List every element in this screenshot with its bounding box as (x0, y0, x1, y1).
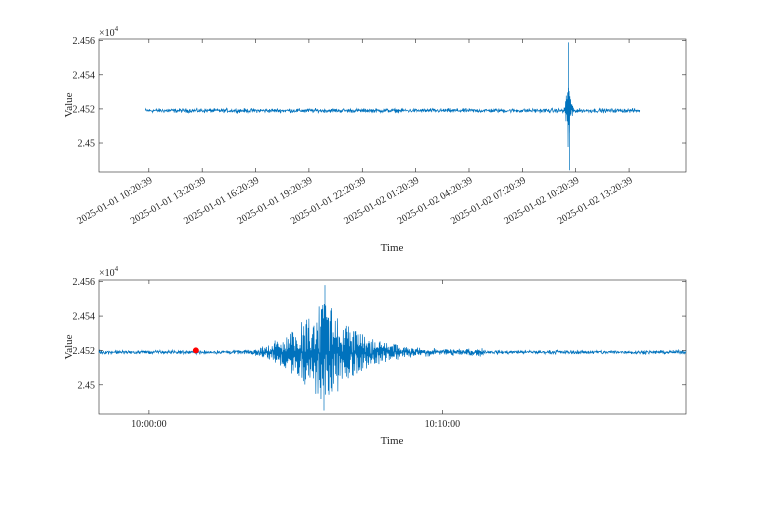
overview-y-multiplier-exponent: 4 (115, 25, 119, 33)
overview-y-tick-label: 2.452 (73, 104, 96, 115)
overview-y-multiplier: ×104 (99, 25, 119, 39)
overview-y-tick-label: 2.454 (73, 70, 96, 81)
zoom-y-multiplier-base: ×10 (99, 268, 115, 279)
overview-y-tick-label: 2.45 (78, 139, 96, 150)
overview-y-axis-label: Value (63, 92, 75, 117)
overview-series-group (144, 42, 641, 171)
zoom-y-tick-label: 2.452 (73, 346, 96, 357)
zoom-y-tick-label: 2.45 (78, 380, 96, 391)
zoom-x-tick-label: 10:10:00 (425, 419, 461, 430)
zoom-x-ticks: 10:00:00 10:10:00 (131, 280, 460, 430)
zoom-x-axis-label: Time (381, 435, 404, 447)
zoom-chart: 2.45 2.452 2.454 2.456 10:00:00 10:10:00 ×10… (63, 265, 687, 447)
zoom-x-tick-label: 10:00:00 (131, 419, 167, 430)
zoom-y-ticks: 2.45 2.452 2.454 2.456 (73, 277, 686, 391)
zoom-y-tick-label: 2.454 (73, 312, 96, 323)
overview-y-ticks: 2.45 2.452 2.454 2.456 (73, 36, 686, 150)
overview-series-line (144, 42, 641, 171)
overview-x-axis-label: Time (381, 242, 404, 254)
overview-plot-area (98, 38, 687, 173)
zoom-y-multiplier: ×104 (99, 265, 119, 279)
event-marker (192, 347, 199, 354)
zoom-y-multiplier-exponent: 4 (115, 265, 119, 273)
overview-y-multiplier-base: ×10 (99, 28, 115, 39)
zoom-y-tick-label: 2.456 (73, 277, 96, 288)
overview-y-tick-label: 2.456 (73, 36, 96, 47)
zoom-y-axis-label: Value (63, 334, 75, 359)
